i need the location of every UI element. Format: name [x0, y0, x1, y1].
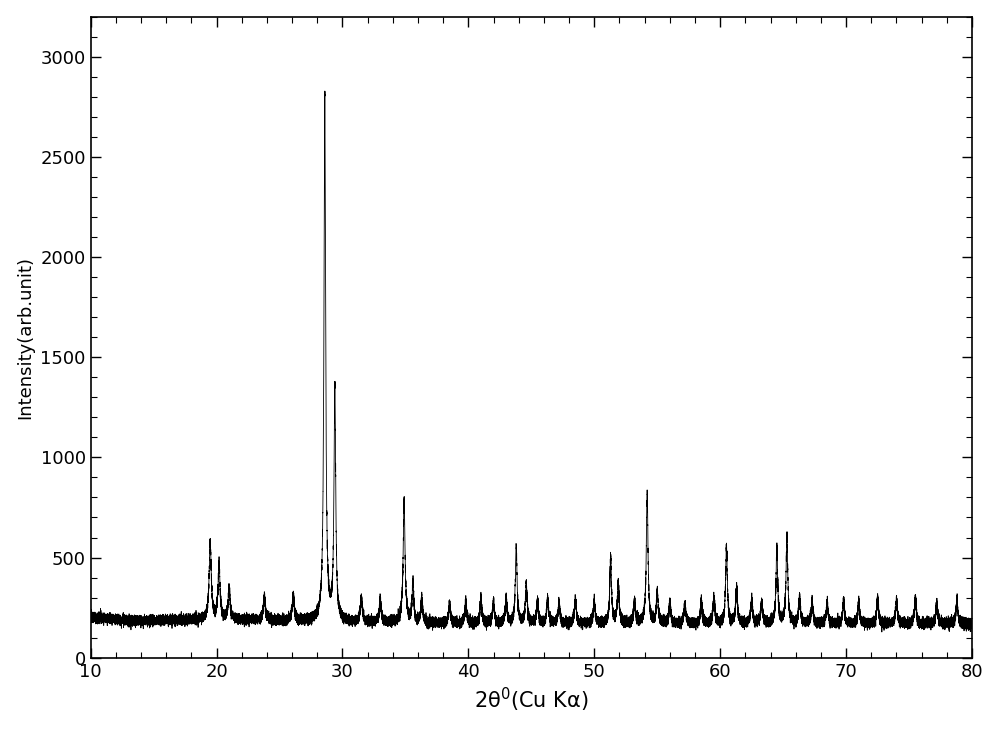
X-axis label: 2θ$^0$(Cu Kα): 2θ$^0$(Cu Kα) [474, 686, 589, 714]
Y-axis label: Intensity(arb.unit): Intensity(arb.unit) [17, 256, 35, 419]
